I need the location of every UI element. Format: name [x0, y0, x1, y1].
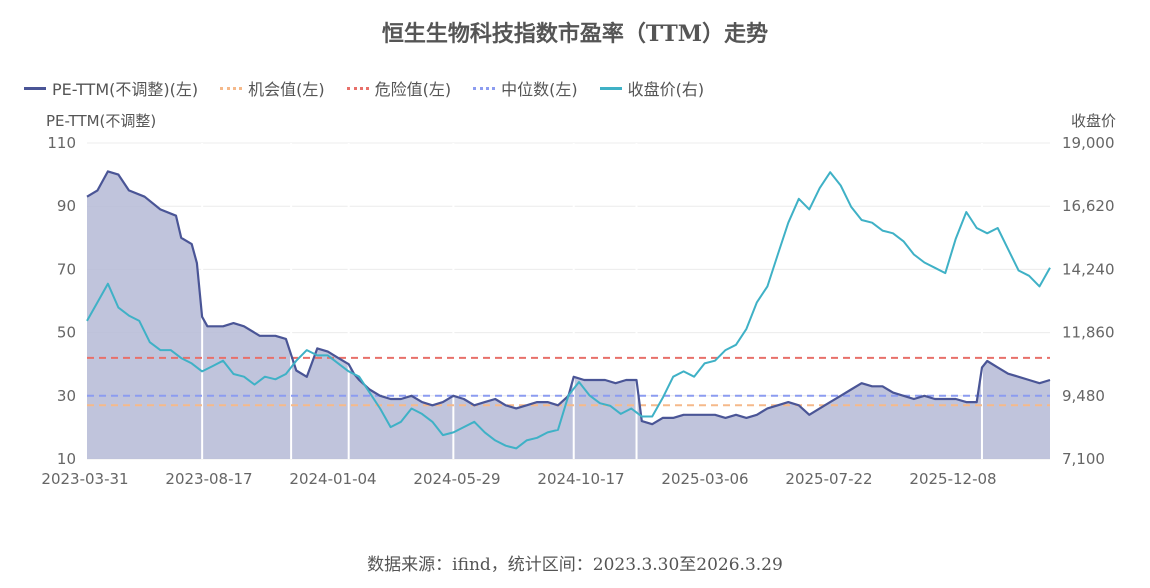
left-tick-label: 90: [57, 197, 76, 215]
legend-label: 中位数(左): [501, 80, 578, 99]
right-tick-label: 11,860: [1062, 324, 1115, 342]
legend-label: 收盘价(右): [627, 80, 705, 99]
right-tick-label: 7,100: [1062, 450, 1105, 468]
pe-line: [86, 170, 1051, 426]
x-tick-label: 2025-12-08: [909, 470, 996, 488]
series-lines: [86, 170, 1051, 450]
right-tick-label: 9,480: [1062, 387, 1105, 405]
legend-swatch: [346, 86, 369, 90]
left-axis-ticks: 110 90 70 50 30 10: [47, 134, 76, 468]
legend-swatch: [220, 86, 243, 90]
source-note: 数据来源：ifind，统计区间：2023.3.30至2026.3.29: [367, 555, 783, 575]
legend-item-4[interactable]: 收盘价(右): [599, 76, 705, 100]
chart-title: 恒生生物科技指数市盈率（TTM）走势: [381, 21, 769, 47]
left-tick-label: 110: [47, 134, 76, 152]
pe-area-layer: [87, 143, 1050, 459]
x-tick-label: 2025-03-06: [661, 470, 748, 488]
x-axis-ticks: 2023-03-31 2023-08-17 2024-01-04 2024-05-29…: [41, 470, 996, 488]
right-tick-label: 14,240: [1062, 260, 1115, 278]
legend: PE-TTM(不调整)(左) 机会值(左) 危险值(左) 中位数(左) 收盘价(右): [24, 76, 704, 100]
legend-swatch: [473, 86, 496, 90]
legend-item-2[interactable]: 危险值(左): [346, 76, 452, 100]
right-tick-label: 16,620: [1062, 197, 1115, 215]
x-tick-label: 2024-10-17: [537, 470, 624, 488]
left-tick-label: 10: [57, 450, 76, 468]
legend-swatch: [24, 86, 46, 90]
legend-label: 机会值(左): [248, 80, 325, 99]
pe-area: [87, 171, 1050, 459]
left-tick-label: 70: [57, 260, 76, 278]
legend-label: 危险值(左): [374, 80, 452, 99]
x-tick-label: 2024-01-04: [289, 470, 376, 488]
right-axis-ticks: 19,000 16,620 14,240 11,860 9,480 7,100: [1062, 134, 1115, 468]
right-tick-label: 19,000: [1062, 134, 1115, 152]
left-axis-title: PE-TTM(不调整): [46, 112, 156, 130]
right-axis-title: 收盘价: [1071, 112, 1116, 130]
legend-label: PE-TTM(不调整)(左): [52, 80, 199, 99]
left-tick-label: 30: [57, 387, 76, 405]
legend-item-0[interactable]: PE-TTM(不调整)(左): [24, 76, 198, 100]
x-tick-label: 2023-08-17: [165, 470, 252, 488]
legend-item-3[interactable]: 中位数(左): [473, 76, 578, 100]
close-price-line: [86, 171, 1051, 450]
legend-item-1[interactable]: 机会值(左): [220, 76, 325, 100]
x-tick-label: 2025-07-22: [785, 470, 872, 488]
x-tick-label: 2024-05-29: [413, 470, 500, 488]
left-tick-label: 50: [57, 324, 76, 342]
x-tick-label: 2023-03-31: [41, 470, 128, 488]
legend-swatch: [599, 86, 622, 90]
